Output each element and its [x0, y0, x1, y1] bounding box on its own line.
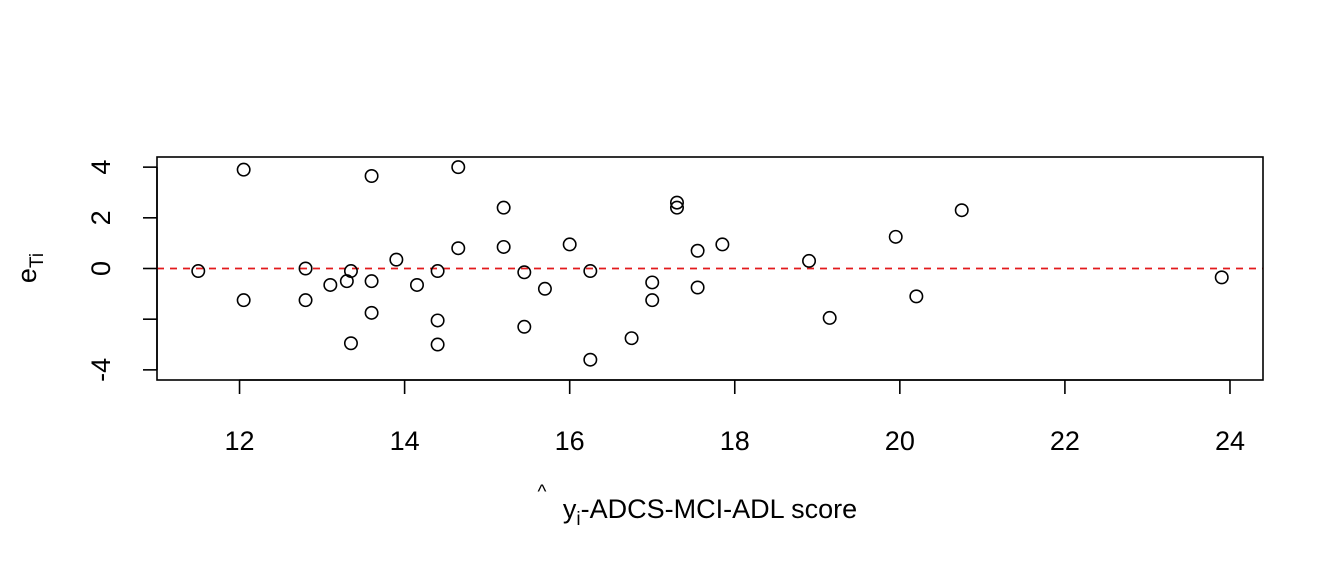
data-point — [1214, 270, 1229, 285]
y-tick-label: -4 — [86, 358, 116, 382]
data-point — [364, 169, 379, 184]
x-tick-label: 22 — [1050, 426, 1080, 456]
data-point — [430, 264, 445, 279]
x-tick-label: 12 — [225, 426, 255, 456]
x-axis-title-symbol: y — [563, 494, 577, 524]
x-tick-label: 20 — [885, 426, 915, 456]
data-point — [715, 237, 730, 252]
data-point — [496, 200, 511, 215]
data-point — [802, 253, 817, 268]
x-tick-label: 24 — [1215, 426, 1245, 456]
data-point — [517, 265, 532, 280]
data-point — [537, 281, 552, 296]
x-axis-title-subscript: i — [576, 509, 580, 530]
data-point — [954, 203, 969, 218]
data-point — [645, 293, 660, 308]
data-point — [409, 277, 424, 292]
data-point — [583, 264, 598, 279]
y-axis-title: eTi — [12, 253, 48, 283]
y-tick-label: 4 — [86, 160, 116, 175]
data-point — [430, 337, 445, 352]
y-axis: -4 0 2 4 — [86, 160, 158, 382]
data-point — [583, 352, 598, 367]
data-point — [236, 293, 251, 308]
data-point — [822, 310, 837, 325]
x-tick-label: 14 — [390, 426, 420, 456]
data-point — [909, 289, 924, 304]
x-axis-title-rest: -ADCS-MCI-ADL score — [581, 494, 858, 524]
data-point — [430, 313, 445, 328]
data-point — [888, 229, 903, 244]
data-point — [364, 274, 379, 289]
data-point — [669, 200, 684, 215]
x-axis: 12 14 16 18 20 22 24 — [225, 379, 1245, 456]
data-point — [389, 252, 404, 267]
data-point — [236, 162, 251, 177]
data-point — [298, 261, 313, 276]
data-point — [690, 243, 705, 258]
x-axis-title-hat: ^ — [538, 482, 547, 503]
y-axis-title-subscript: Ti — [27, 253, 48, 268]
data-point — [451, 241, 466, 256]
data-point — [624, 331, 639, 346]
data-point — [451, 160, 466, 175]
data-point — [364, 305, 379, 320]
data-point — [562, 237, 577, 252]
data-point — [645, 275, 660, 290]
data-point — [298, 293, 313, 308]
x-axis-title: yi-ADCS-MCI-ADL score — [563, 494, 857, 530]
data-point — [343, 336, 358, 351]
data-point — [496, 239, 511, 254]
data-point — [191, 264, 206, 279]
data-point — [669, 195, 684, 210]
x-tick-label: 16 — [555, 426, 585, 456]
x-tick-label: 18 — [720, 426, 750, 456]
data-point — [690, 280, 705, 295]
points-layer — [191, 160, 1229, 367]
y-tick-label: 0 — [86, 261, 116, 276]
data-point — [343, 264, 358, 279]
plot-frame — [156, 156, 1264, 381]
y-tick-label: 2 — [86, 210, 116, 225]
y-axis-title-base: e — [12, 268, 42, 283]
data-point — [517, 319, 532, 334]
data-point — [323, 277, 338, 292]
